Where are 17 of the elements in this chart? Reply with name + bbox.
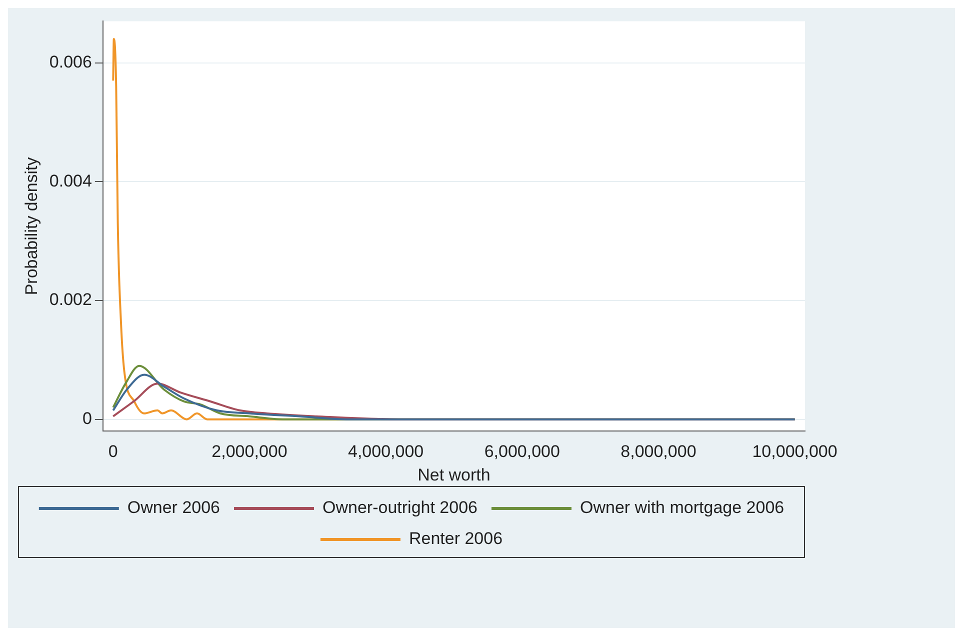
y-tick-label: 0.002: [49, 290, 92, 310]
x-tick-label: 0: [108, 442, 118, 462]
y-tick-label: 0.004: [49, 171, 92, 190]
x-axis-title: Net worth: [418, 465, 490, 484]
legend-label: Owner-outright 2006: [322, 498, 478, 518]
y-tick-label: 0.006: [49, 52, 92, 72]
legend-label: Renter 2006: [408, 529, 503, 548]
x-tick-label: 4,000,000: [348, 442, 424, 462]
x-tick-label: 2,000,000: [212, 442, 288, 462]
line-series: [112, 374, 796, 420]
legend-label: Owner 2006: [127, 498, 220, 518]
x-tick-label: 6,000,000: [484, 442, 560, 462]
x-tick-label: 8,000,000: [620, 442, 696, 462]
y-tick-label: 0: [82, 409, 92, 428]
x-tick-label: 10,000,000: [752, 442, 838, 462]
legend-label: Owner with mortgage 2006: [580, 498, 784, 518]
y-axis-title: Probability density: [22, 156, 41, 296]
